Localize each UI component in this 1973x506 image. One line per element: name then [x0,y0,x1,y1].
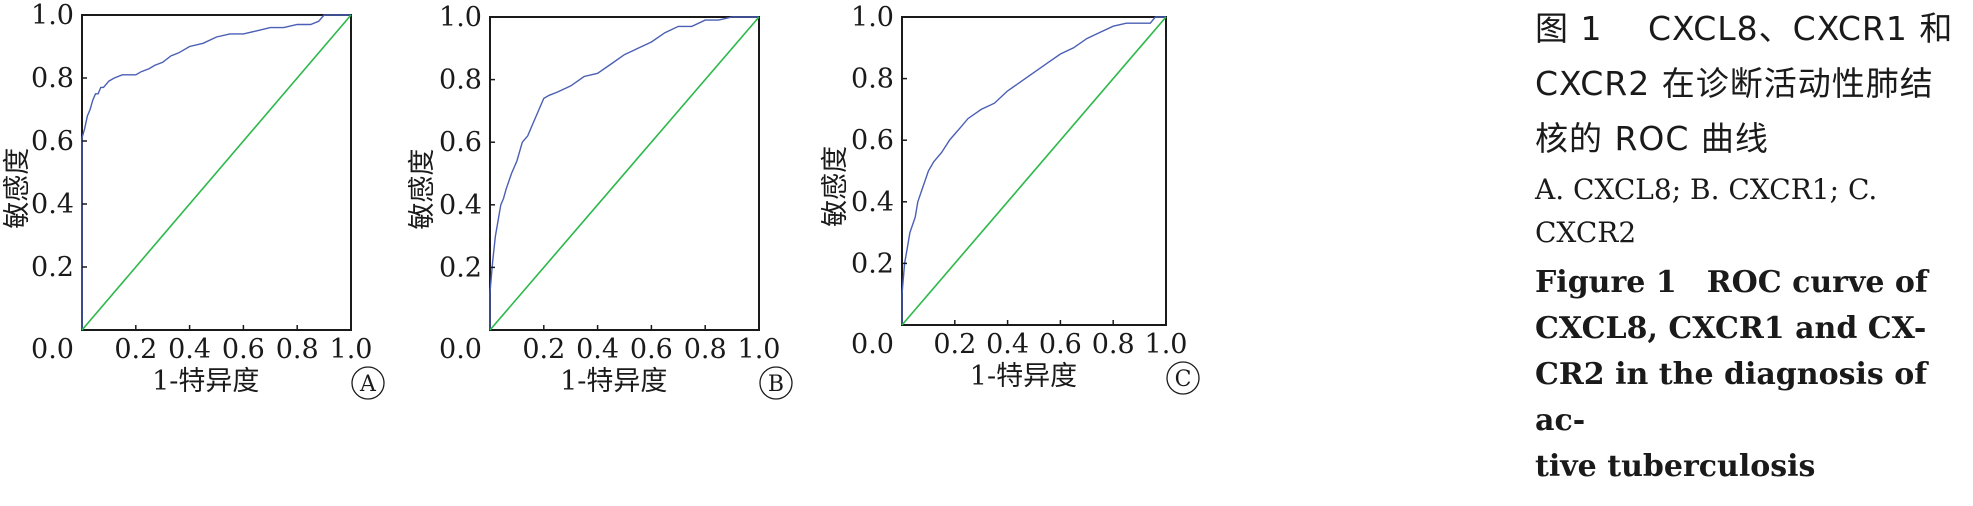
caption-en-line: tive tuberculosis [1535,449,1816,484]
caption-zh-line: 图 1 CXCL8、CXCR1 和 [1535,9,1954,48]
y-axis-title: 敏感度 [407,149,438,230]
roc-curve [81,14,351,330]
x-tick-label: 1.0 [330,334,373,365]
y-tick-label: 0.6 [851,125,894,156]
panel-label: C [1175,367,1192,392]
caption-panel-legend: A. CXCL8; B. CXCR1; C. CXCR2 [1535,168,1973,254]
y-tick-label: 1.0 [851,2,894,33]
x-axis-title: 1-特异度 [560,366,667,397]
x-tick-label: 0.6 [222,334,265,365]
caption-en-line: Figure 1 ROC curve of [1535,265,1928,300]
x-tick-label: 1.0 [1145,329,1188,360]
x-tick-label: 0.4 [168,334,211,365]
x-tick-label: 0.8 [276,334,319,365]
plot-frame [489,16,760,331]
x-tick-label: 0.6 [630,334,673,365]
reference-line [81,14,352,331]
x-tick-label: 0.2 [522,334,565,365]
caption-sub-line: CXCR2 [1535,216,1637,249]
y-tick-label: 1.0 [439,2,482,33]
y-tick-label: 0.8 [439,65,482,96]
panel-label: B [768,372,784,397]
roc-curve [489,16,759,330]
panel-label-circle [759,366,793,400]
x-axis-title: 1-特异度 [970,361,1077,392]
caption-zh-line: CXCR2 在诊断活动性肺结 [1535,64,1934,103]
caption-english: Figure 1 ROC curve of CXCL8, CXCR1 and C… [1535,260,1973,490]
y-tick-label: 0.2 [31,252,74,283]
y-tick-label: 0.6 [439,127,482,158]
caption-zh-line: 核的 ROC 曲线 [1535,119,1769,158]
panel-label-circle [351,366,385,400]
origin-label: 0.0 [31,334,74,365]
y-tick-label: 0.2 [439,252,482,283]
roc-curve [901,16,1166,325]
y-tick-label: 0.4 [31,189,74,220]
x-axis-title: 1-特异度 [152,366,259,397]
reference-line [901,16,1167,326]
roc-chart-c: 0.2 0.4 0.6 0.8 1.0 0.2 0.4 0.6 0.8 1.0 0.0 1-特异度 敏感… [820,2,1200,395]
plot-frame [901,16,1167,326]
x-tick-label: 0.8 [1092,329,1135,360]
reference-line [489,16,760,331]
y-tick-label: 0.4 [439,190,482,221]
y-tick-label: 0.8 [851,64,894,95]
y-axis-title: 敏感度 [2,148,33,229]
origin-label: 0.0 [851,329,894,360]
figure-caption: 图 1 CXCL8、CXCR1 和 CXCR2 在诊断活动性肺结 核的 ROC … [1535,0,1973,490]
y-axis-title: 敏感度 [820,146,851,227]
x-tick-label: 0.8 [684,334,727,365]
x-tick-label: 1.0 [738,334,781,365]
x-tick-label: 0.2 [114,334,157,365]
origin-label: 0.0 [439,334,482,365]
caption-chinese: 图 1 CXCL8、CXCR1 和 CXCR2 在诊断活动性肺结 核的 ROC … [1535,1,1973,166]
caption-en-line: CR2 in the diagnosis of ac- [1535,357,1928,438]
y-tick-label: 0.2 [851,248,894,279]
y-tick-label: 0.6 [31,126,74,157]
x-tick-label: 0.4 [576,334,619,365]
y-tick-label: 1.0 [31,0,74,31]
caption-en-line: CXCL8, CXCR1 and CX- [1535,311,1927,346]
panel-label-circle [1166,361,1200,395]
x-tick-label: 0.2 [933,329,976,360]
x-tick-label: 0.6 [1039,329,1082,360]
y-tick-label: 0.8 [31,63,74,94]
x-tick-label: 0.4 [986,329,1029,360]
y-tick-label: 0.4 [851,187,894,218]
roc-chart-a: 0.2 0.4 0.6 0.8 1.0 0.2 0.4 0.6 0.8 1.0 0.0 1-特异度 敏感… [2,0,385,400]
panel-label: A [359,372,377,397]
roc-chart-b: 0.2 0.4 0.6 0.8 1.0 0.2 0.4 0.6 0.8 1.0 0.0 1-特异度 敏感… [407,2,793,400]
caption-sub-line: A. CXCL8; B. CXCR1; C. [1535,173,1878,206]
